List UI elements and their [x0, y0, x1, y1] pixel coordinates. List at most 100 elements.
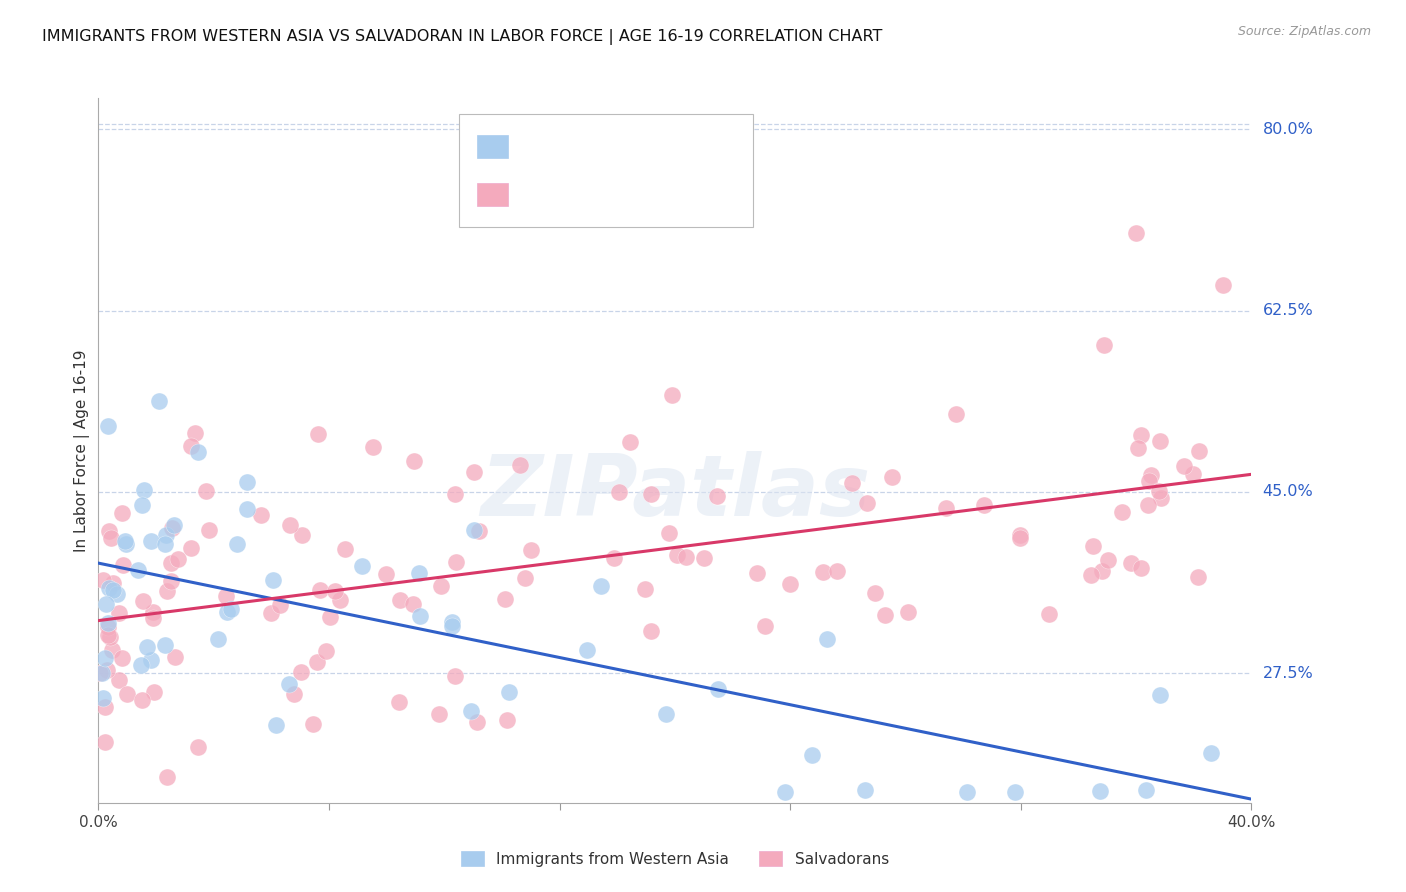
- Point: [198, 523, 221, 537]
- Point: [107, 673, 129, 688]
- Point: [308, 582, 330, 597]
- Point: [1201, 746, 1223, 760]
- Point: [619, 435, 641, 450]
- Point: [163, 517, 186, 532]
- Point: [855, 496, 877, 510]
- Point: [262, 573, 284, 587]
- Point: [114, 534, 136, 549]
- Point: [101, 582, 124, 597]
- Point: [460, 704, 482, 718]
- Point: [160, 556, 183, 570]
- Text: ZIPatlas: ZIPatlas: [479, 451, 870, 534]
- Point: [98, 524, 121, 539]
- Point: [655, 706, 678, 721]
- Point: [1004, 785, 1026, 799]
- Point: [97, 418, 120, 433]
- Point: [187, 445, 209, 459]
- Point: [1136, 498, 1159, 512]
- Point: [973, 498, 995, 512]
- Point: [207, 632, 229, 646]
- Point: [779, 577, 801, 591]
- Text: N =: N =: [616, 184, 676, 202]
- Point: [1119, 556, 1142, 570]
- Point: [815, 632, 838, 646]
- Point: [315, 644, 337, 658]
- Point: [945, 407, 967, 421]
- Point: [1092, 338, 1115, 352]
- Point: [853, 783, 876, 797]
- Point: [801, 748, 824, 763]
- Text: R =: R =: [513, 184, 564, 202]
- Point: [283, 688, 305, 702]
- Point: [897, 605, 920, 619]
- Point: [693, 551, 716, 566]
- Point: [1212, 277, 1234, 292]
- Point: [97, 615, 120, 630]
- Text: 45.0%: 45.0%: [1263, 484, 1313, 500]
- Point: [658, 526, 681, 541]
- Point: [148, 394, 170, 409]
- Point: [706, 489, 728, 503]
- Point: [132, 593, 155, 607]
- Point: [307, 426, 329, 441]
- Point: [609, 485, 631, 500]
- Point: [291, 527, 314, 541]
- Point: [825, 565, 848, 579]
- Point: [187, 740, 209, 755]
- Point: [1091, 564, 1114, 578]
- Point: [352, 559, 374, 574]
- Point: [163, 650, 186, 665]
- Point: [129, 658, 152, 673]
- Point: [463, 523, 485, 537]
- Point: [117, 687, 139, 701]
- Point: [156, 770, 179, 784]
- Point: [1187, 570, 1209, 584]
- Point: [105, 587, 128, 601]
- Point: [361, 440, 384, 454]
- Point: [155, 527, 177, 541]
- Point: [841, 475, 863, 490]
- Point: [409, 609, 432, 624]
- Point: [1010, 527, 1032, 541]
- Point: [278, 677, 301, 691]
- Point: [773, 785, 796, 799]
- Point: [333, 542, 356, 557]
- Point: [94, 735, 117, 749]
- Point: [1130, 561, 1153, 575]
- Point: [707, 681, 730, 696]
- Point: [136, 640, 159, 655]
- Point: [323, 583, 346, 598]
- Point: [1038, 607, 1060, 621]
- Point: [264, 718, 287, 732]
- Point: [1088, 784, 1111, 798]
- Point: [155, 537, 177, 551]
- Point: [956, 785, 979, 799]
- Point: [1149, 434, 1171, 449]
- Text: R =: R =: [513, 136, 554, 153]
- Point: [115, 537, 138, 551]
- Point: [269, 599, 291, 613]
- Point: [374, 566, 396, 581]
- Point: [305, 655, 328, 669]
- Point: [520, 543, 543, 558]
- Point: [184, 425, 207, 440]
- Point: [98, 630, 121, 644]
- Point: [103, 575, 125, 590]
- Text: Source: ZipAtlas.com: Source: ZipAtlas.com: [1237, 25, 1371, 38]
- Point: [388, 695, 411, 709]
- Point: [873, 608, 896, 623]
- Point: [1173, 459, 1195, 474]
- Point: [1139, 468, 1161, 483]
- Point: [302, 716, 325, 731]
- Point: [496, 714, 519, 728]
- Point: [494, 591, 516, 606]
- Point: [1182, 467, 1205, 482]
- Point: [278, 517, 301, 532]
- Point: [1097, 552, 1119, 566]
- Point: [444, 486, 467, 500]
- Point: [215, 589, 238, 603]
- Point: [93, 650, 115, 665]
- Point: [640, 624, 662, 639]
- Point: [463, 465, 485, 479]
- Point: [402, 598, 425, 612]
